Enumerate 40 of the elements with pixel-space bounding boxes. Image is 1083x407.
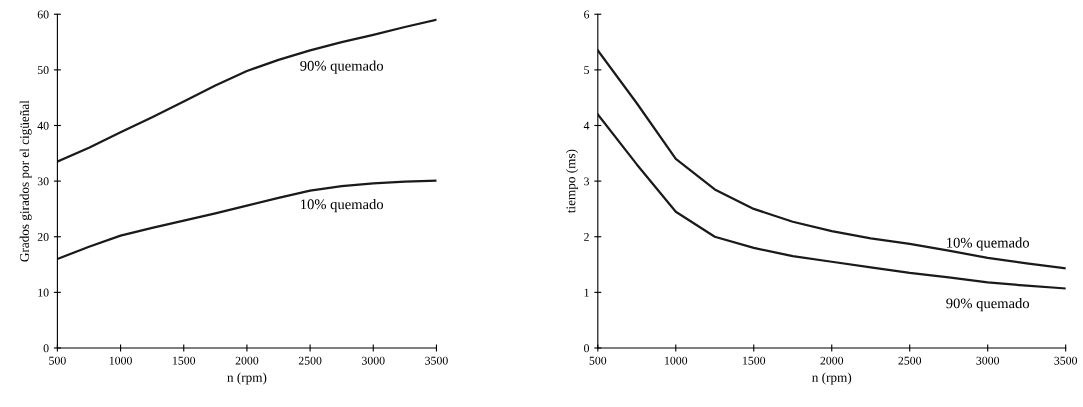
x-tick-label: 2000 [235,356,259,365]
y-tick-label: 60 [37,10,49,19]
x-tick-label: 500 [589,356,607,365]
x-tick-label: 1000 [665,356,688,365]
y-tick-label: 40 [37,121,49,130]
y-tick-label: 1 [584,288,589,297]
line-series [597,49,1066,270]
y-tick-label: 5 [584,66,590,75]
x-tick-label: 3000 [976,356,1000,365]
y-tick-label: 0 [584,344,590,353]
y-tick-label: 30 [37,177,49,186]
line-series [57,18,437,163]
x-tick-label: 2500 [898,356,922,365]
x-tick-label: 3500 [425,356,448,365]
x-tick-label: 3000 [362,356,385,365]
x-tick-label: 1500 [172,356,196,365]
y-axis-title: Grados girados por el cigüeñal [19,100,32,262]
y-tick-label: 3 [584,177,590,186]
series-label: 10% quemado [947,237,1030,251]
series-label: 10% quemado [301,198,384,213]
x-tick-label: 3500 [1054,356,1078,365]
x-tick-label: 500 [49,356,66,365]
x-tick-label: 2000 [820,356,844,365]
y-tick-label: 10 [38,288,49,297]
y-tick-label: 6 [584,10,590,19]
y-tick-label: 20 [37,232,49,241]
x-tick-label: 1500 [743,356,766,365]
x-axis-title: n (rpm) [812,372,852,385]
y-tick-label: 0 [43,344,49,353]
x-axis-title: n (rpm) [227,372,267,385]
line-series [597,113,1066,290]
series-label: 90% quemado [300,60,384,74]
y-tick-label: 4 [583,121,590,130]
series-label: 90% quemado [946,297,1030,312]
x-tick-label: 2500 [298,356,322,365]
y-tick-label: 50 [37,66,49,75]
y-axis-title: tiempo (ms) [566,149,579,214]
y-tick-label: 2 [584,233,589,241]
x-tick-label: 1000 [109,356,132,365]
line-series [57,179,437,261]
